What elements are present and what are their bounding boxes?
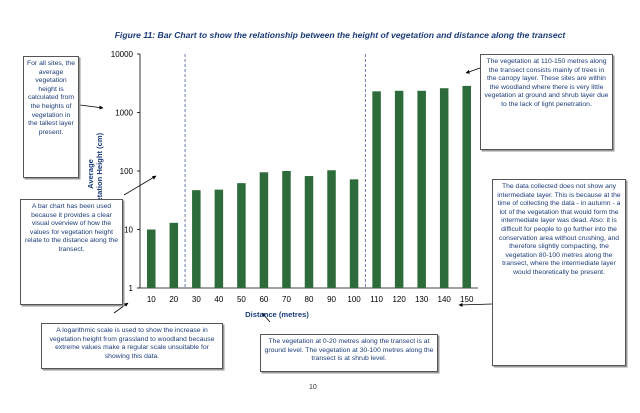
- note-log-scale: A logarithmic scale is used to show the …: [41, 323, 223, 369]
- x-tick-label: 90: [327, 295, 336, 304]
- bar-120: [394, 90, 404, 288]
- x-tick-label: 20: [169, 295, 178, 304]
- note-woodland: The vegetation at 110-150 metres along t…: [480, 54, 613, 150]
- note-all-sites: For all sites, the average vegetation he…: [23, 56, 79, 178]
- note-ground-shrub: The vegetation at 0-20 metres along the …: [260, 334, 438, 372]
- arrow-bar-chart: [123, 175, 157, 196]
- x-tick-label: 40: [214, 295, 223, 304]
- y-axis-title-line-1: Average: [86, 159, 95, 189]
- bar-50: [237, 183, 246, 288]
- x-tick-label: 50: [237, 295, 246, 304]
- bar-150: [462, 85, 471, 288]
- x-tick-label: 110: [370, 295, 383, 304]
- x-tick-label: 10: [147, 295, 156, 304]
- x-tick-label: 150: [460, 295, 474, 304]
- y-tick-label: 1: [129, 284, 134, 293]
- bar-60: [259, 172, 269, 288]
- x-tick-label: 100: [347, 295, 361, 304]
- arrow-all-sites: [79, 104, 104, 110]
- y-tick-label: 10000: [111, 50, 134, 59]
- x-tick-label: 140: [438, 295, 452, 304]
- bar-110: [372, 91, 381, 288]
- bar-140: [439, 88, 449, 288]
- bar-30: [192, 190, 201, 288]
- bar-10: [147, 229, 156, 288]
- x-tick-label: 60: [259, 295, 268, 304]
- arrow-log-scale: [113, 302, 129, 314]
- bar-100: [349, 179, 359, 288]
- bar-20: [169, 222, 179, 288]
- bar-90: [327, 170, 336, 288]
- y-tick-label: 10: [124, 226, 133, 235]
- y-tick-label: 1000: [115, 109, 133, 118]
- x-tick-label: 30: [192, 295, 201, 304]
- x-tick-label: 130: [415, 295, 429, 304]
- arrow-intermediate: [458, 302, 493, 307]
- note-bar-chart: A bar chart has been used because it pro…: [20, 199, 123, 305]
- x-axis-title: Distance (metres): [245, 310, 309, 319]
- chart-title: Figure 11: Bar Chart to show the relatio…: [114, 30, 566, 40]
- x-tick-label: 120: [392, 295, 406, 304]
- note-intermediate: The data collected does not show any int…: [492, 179, 626, 366]
- y-tick-label: 100: [120, 167, 134, 176]
- x-tick-label: 70: [282, 295, 291, 304]
- bar-40: [214, 189, 224, 288]
- page-number: 10: [309, 384, 317, 391]
- x-tick-label: 80: [305, 295, 314, 304]
- bar-70: [282, 171, 291, 288]
- arrow-woodland: [465, 67, 481, 74]
- y-axis-title-line-2: Vegetation Height (cm): [95, 132, 104, 215]
- bar-80: [304, 176, 314, 288]
- bar-130: [417, 90, 426, 288]
- arrow-ground-shrub: [261, 312, 271, 323]
